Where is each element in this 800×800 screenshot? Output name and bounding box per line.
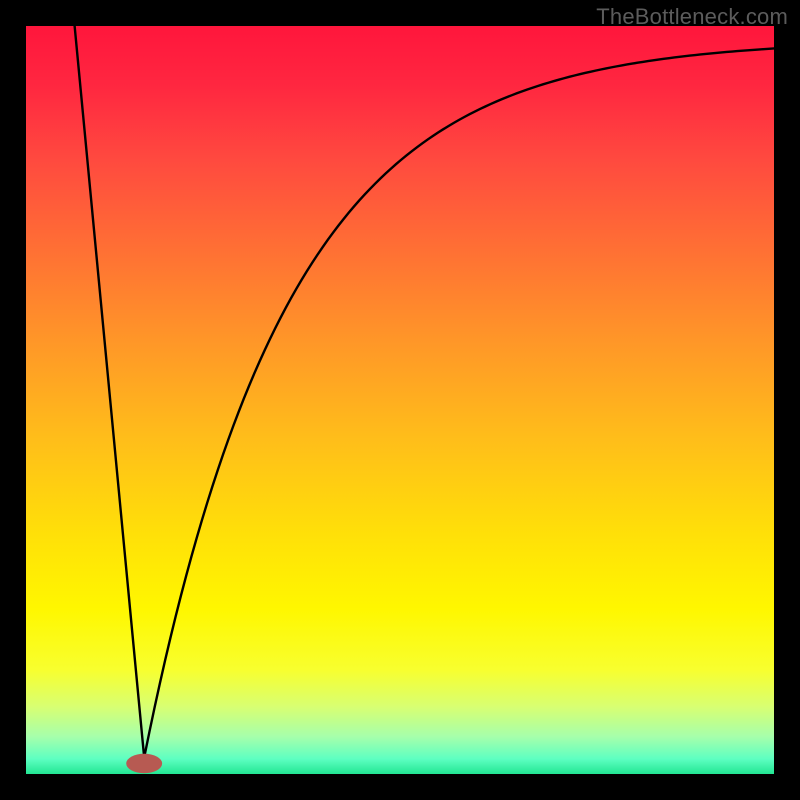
bottleneck-chart: TheBottleneck.com (0, 0, 800, 800)
chart-svg (0, 0, 800, 800)
dip-marker (126, 754, 162, 773)
watermark-text: TheBottleneck.com (596, 4, 788, 30)
plot-background (26, 26, 774, 774)
